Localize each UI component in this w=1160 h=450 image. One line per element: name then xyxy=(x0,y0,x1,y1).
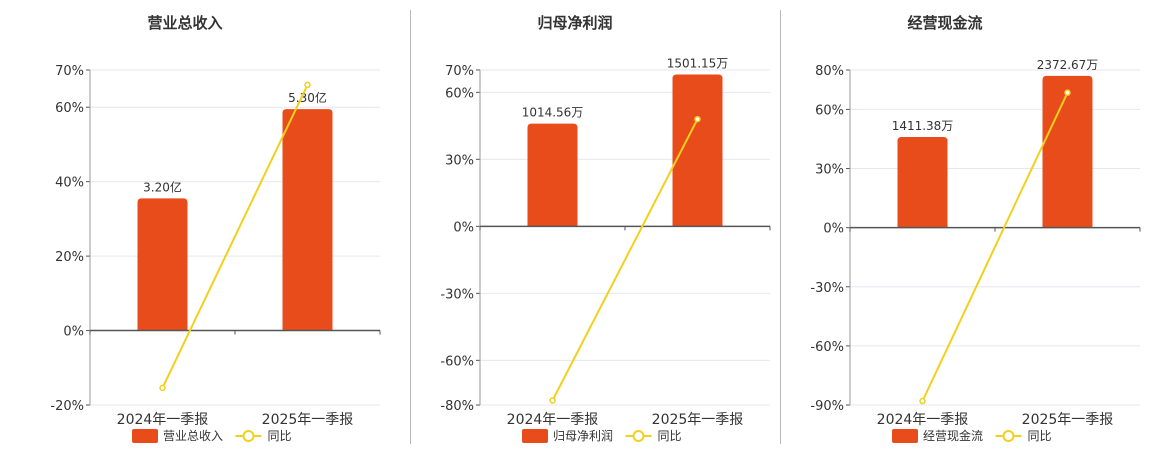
bar xyxy=(672,74,723,227)
legend-bar-icon xyxy=(132,429,158,443)
bar xyxy=(527,123,578,227)
x-tick-label: 2024年一季报 xyxy=(117,412,209,428)
bar-data-label: 2372.67万 xyxy=(1037,58,1099,72)
chart-panel-net-profit: 归母净利润 -80% -60% -30% 0% 30% 60% 70% 1014.56万 150… xyxy=(390,0,771,450)
x-tick-label: 2024年一季报 xyxy=(877,412,969,428)
y-tick-label: 80% xyxy=(815,64,844,79)
bar xyxy=(897,137,948,228)
y-tick-label: 60% xyxy=(445,86,474,101)
yoy-line xyxy=(551,118,699,401)
yoy-line xyxy=(921,92,1069,402)
yoy-point xyxy=(1064,89,1071,96)
legend-line-marker-icon xyxy=(242,430,255,442)
yoy-point xyxy=(694,115,701,123)
legend-bar-icon xyxy=(522,429,548,443)
chart-svg-cash-flow: -90% -60% -30% 0% 30% 60% 80% 1411.38万 2372.67万 2… xyxy=(810,58,1141,443)
legend-line-marker-icon xyxy=(1002,430,1015,442)
y-tick-label: 0% xyxy=(823,222,844,237)
y-tick-label: 70% xyxy=(55,64,84,79)
bar-data-label: 1014.56万 xyxy=(522,106,584,120)
yoy-point xyxy=(919,397,926,405)
y-tick-label: 30% xyxy=(815,163,844,178)
y-tick-label: 20% xyxy=(55,250,84,265)
y-tick-label: 40% xyxy=(55,176,84,191)
y-tick-label: 70% xyxy=(445,64,474,79)
legend-label-line: 同比 xyxy=(1028,429,1052,443)
legend-label-line: 同比 xyxy=(658,429,682,443)
x-tick-label: 2024年一季报 xyxy=(507,412,599,428)
legend-bar-icon xyxy=(892,429,918,443)
bar-data-label: 1411.38万 xyxy=(892,119,954,133)
bar xyxy=(282,109,333,331)
legend-label-bar: 归母净利润 xyxy=(553,429,613,443)
x-tick-label: 2025年一季报 xyxy=(262,412,354,428)
legend-label-bar: 经营现金流 xyxy=(923,428,983,443)
chart-title: 经营现金流 xyxy=(907,14,983,32)
y-tick-label: -30% xyxy=(810,281,844,296)
yoy-point xyxy=(549,397,556,404)
chart-panel-cash-flow: 经营现金流 -90% -60% -30% 0% 30% 60% 80% 1411.38万 237… xyxy=(760,0,1141,450)
yoy-point xyxy=(159,384,166,392)
chart-panel-revenue: 营业总收入 -20% 0% 20% 40% 60% 70% 3.20亿 5.30亿 2024年一… xyxy=(0,0,381,450)
chart-svg-net-profit: -80% -60% -30% 0% 30% 60% 70% 1014.56万 1501.15万 2… xyxy=(440,56,771,443)
y-tick-label: -80% xyxy=(440,399,474,414)
bar-data-label: 1501.15万 xyxy=(667,56,729,70)
bar-data-label: 3.20亿 xyxy=(143,179,182,194)
bar xyxy=(1042,75,1093,228)
bar xyxy=(137,198,188,331)
x-tick-label: 2025年一季报 xyxy=(1022,412,1114,428)
chart-title: 营业总收入 xyxy=(147,14,223,32)
y-tick-label: -60% xyxy=(440,354,474,369)
y-tick-label: -30% xyxy=(440,287,474,302)
y-tick-label: -60% xyxy=(810,340,844,355)
y-tick-label: 60% xyxy=(815,103,844,118)
y-tick-label: -20% xyxy=(50,399,84,414)
bar-data-label: 5.30亿 xyxy=(288,90,327,105)
panel-divider xyxy=(780,10,781,444)
y-tick-label: 30% xyxy=(445,153,474,168)
panel-divider xyxy=(410,10,411,444)
chart-title: 归母净利润 xyxy=(537,14,613,32)
legend-line-marker-icon xyxy=(632,430,645,442)
yoy-point xyxy=(304,81,311,89)
yoy-line xyxy=(161,84,309,389)
y-tick-label: -90% xyxy=(810,399,844,414)
y-tick-label: 60% xyxy=(55,101,84,116)
y-tick-label: 0% xyxy=(453,220,474,235)
y-tick-label: 0% xyxy=(63,325,84,340)
chart-svg-revenue: -20% 0% 20% 40% 60% 70% 3.20亿 5.30亿 2024年一季报 2025… xyxy=(50,64,381,443)
x-tick-label: 2025年一季报 xyxy=(652,412,744,428)
legend-label-line: 同比 xyxy=(268,429,292,443)
legend-label-bar: 营业总收入 xyxy=(163,429,223,443)
